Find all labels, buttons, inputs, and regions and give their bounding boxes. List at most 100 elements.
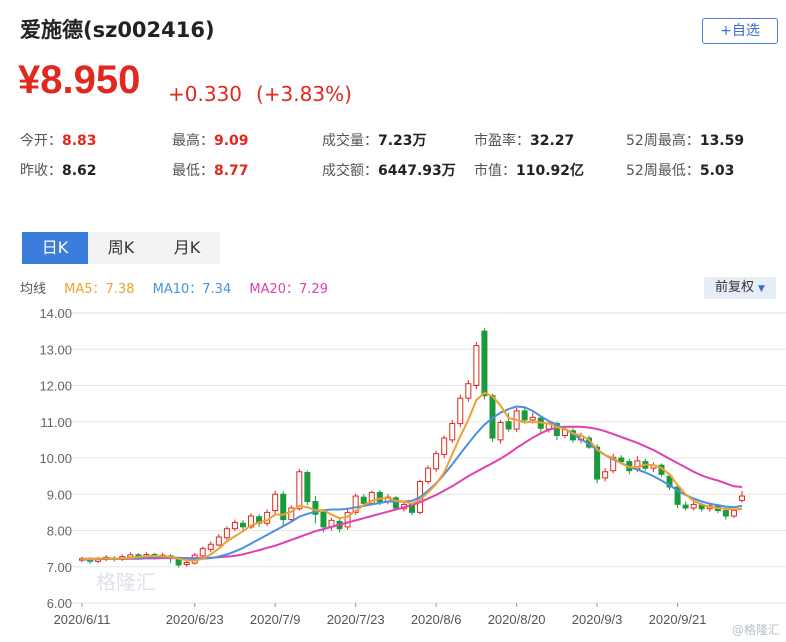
candle-body bbox=[272, 493, 279, 512]
candle-body bbox=[248, 515, 255, 528]
x-tick-label: 2020/8/20 bbox=[488, 612, 546, 627]
stat-label: 最低： bbox=[172, 163, 214, 179]
current-price: ¥8.950 bbox=[18, 58, 141, 102]
y-tick-label: 8.00 bbox=[47, 524, 72, 539]
y-tick-label: 9.00 bbox=[47, 487, 72, 502]
stat-item: 最高：9.09 bbox=[172, 130, 249, 150]
candle-body bbox=[722, 510, 729, 517]
ma5-legend: MA5：7.38 bbox=[64, 282, 135, 297]
candle-body bbox=[602, 471, 609, 479]
candle-body bbox=[457, 397, 464, 425]
candle-body bbox=[304, 472, 311, 502]
watermark: 格隆汇 bbox=[96, 570, 156, 594]
candle-body bbox=[521, 410, 528, 421]
ma20-line bbox=[82, 425, 743, 560]
candle-body bbox=[288, 507, 295, 521]
stat-label: 52周最高： bbox=[626, 133, 700, 149]
tab-weekly-k[interactable]: 周K bbox=[88, 232, 154, 264]
stat-value: 32.27 bbox=[530, 133, 575, 149]
candle-body bbox=[231, 522, 238, 530]
stat-value: 5.03 bbox=[699, 163, 735, 179]
candle-body bbox=[199, 548, 206, 557]
candle-body bbox=[352, 495, 359, 513]
chevron-down-icon: ▼ bbox=[758, 284, 765, 294]
price-change: +0.330 bbox=[168, 82, 243, 106]
stat-item: 成交量：7.23万 bbox=[322, 130, 427, 150]
candle-body bbox=[296, 471, 303, 510]
stat-value: 8.62 bbox=[62, 163, 97, 179]
stat-label: 今开： bbox=[20, 133, 62, 149]
ma20-legend: MA20：7.29 bbox=[249, 282, 328, 297]
stat-value: 9.09 bbox=[214, 133, 249, 149]
candle-body bbox=[360, 496, 367, 504]
stat-label: 市值： bbox=[474, 163, 516, 179]
period-tabs: 日K 周K 月K bbox=[22, 232, 220, 264]
stock-title: 爱施德(sz002416) bbox=[20, 18, 215, 42]
candle-body bbox=[674, 486, 681, 505]
candle-body bbox=[344, 511, 351, 528]
candle-body bbox=[594, 446, 601, 480]
watermark-corner: @格隆汇 bbox=[731, 623, 780, 637]
candle-body bbox=[449, 423, 456, 441]
candle-body bbox=[320, 511, 327, 528]
ma-legend-prefix: 均线 bbox=[20, 282, 47, 297]
stat-item: 52周最高：13.59 bbox=[626, 130, 744, 150]
stat-value: 8.77 bbox=[214, 163, 249, 179]
candle-body bbox=[215, 536, 222, 546]
y-tick-label: 13.00 bbox=[39, 342, 72, 357]
y-tick-label: 6.00 bbox=[47, 596, 72, 611]
stat-label: 52周最低： bbox=[626, 163, 700, 179]
candle-body bbox=[425, 467, 432, 483]
candle-body bbox=[505, 421, 512, 430]
stat-value: 6447.93万 bbox=[378, 163, 456, 179]
stat-label: 最高： bbox=[172, 133, 214, 149]
y-tick-label: 11.00 bbox=[40, 415, 72, 430]
stat-item: 52周最低：5.03 bbox=[626, 160, 734, 180]
adjust-select-label: 前复权 bbox=[715, 280, 755, 295]
candle-body bbox=[368, 491, 375, 504]
candle-body bbox=[738, 495, 745, 501]
x-tick-label: 2020/6/11 bbox=[54, 612, 111, 627]
candle-body bbox=[392, 497, 399, 509]
candle-body bbox=[481, 330, 488, 397]
x-tick-label: 2020/9/21 bbox=[649, 612, 707, 627]
candle-body bbox=[553, 423, 560, 437]
tab-daily-k[interactable]: 日K bbox=[22, 232, 88, 264]
price-change-percent: (+3.83%) bbox=[256, 82, 352, 106]
kline-chart[interactable]: 14.00 13.00 12.00 11.00 10.00 9.00 8.00 7.00 6.0… bbox=[0, 300, 786, 642]
stat-value: 13.59 bbox=[699, 133, 745, 149]
stat-item: 最低：8.77 bbox=[172, 160, 249, 180]
x-tick-label: 2020/6/23 bbox=[166, 612, 224, 627]
x-tick-label: 2020/8/6 bbox=[411, 612, 462, 627]
candle-body bbox=[441, 437, 448, 455]
add-watchlist-button[interactable]: +自选 bbox=[702, 18, 778, 44]
candle-body bbox=[312, 501, 319, 515]
y-tick-label: 7.00 bbox=[47, 560, 72, 575]
candle-body bbox=[497, 421, 504, 441]
stat-item: 昨收：8.62 bbox=[20, 160, 97, 180]
x-tick-label: 2020/7/23 bbox=[327, 612, 385, 627]
adjust-select[interactable]: 前复权 ▼ bbox=[704, 277, 776, 299]
stat-label: 成交额： bbox=[322, 163, 378, 179]
candle-body bbox=[730, 510, 737, 517]
x-tick-label: 2020/7/9 bbox=[250, 612, 301, 627]
stat-value: 8.83 bbox=[62, 133, 97, 149]
y-tick-label: 14.00 bbox=[39, 306, 72, 321]
stat-item: 市盈率：32.27 bbox=[474, 130, 574, 150]
ma5-line bbox=[81, 391, 743, 562]
y-tick-label: 12.00 bbox=[39, 379, 72, 394]
candle-body bbox=[465, 383, 472, 399]
tab-monthly-k[interactable]: 月K bbox=[154, 232, 220, 264]
candle-body bbox=[433, 453, 440, 470]
candle-body bbox=[473, 345, 480, 386]
ma10-line bbox=[82, 405, 743, 561]
stat-value: 7.23万 bbox=[378, 133, 427, 149]
candle-body bbox=[682, 504, 689, 509]
candle-body bbox=[280, 493, 287, 521]
stat-item: 市值：110.92亿 bbox=[474, 160, 584, 180]
candle-body bbox=[690, 503, 697, 509]
candle-body bbox=[207, 543, 214, 550]
x-tick-label: 2020/9/3 bbox=[572, 612, 623, 627]
ma10-legend: MA10：7.34 bbox=[152, 282, 232, 297]
stat-item: 成交额：6447.93万 bbox=[322, 160, 456, 180]
